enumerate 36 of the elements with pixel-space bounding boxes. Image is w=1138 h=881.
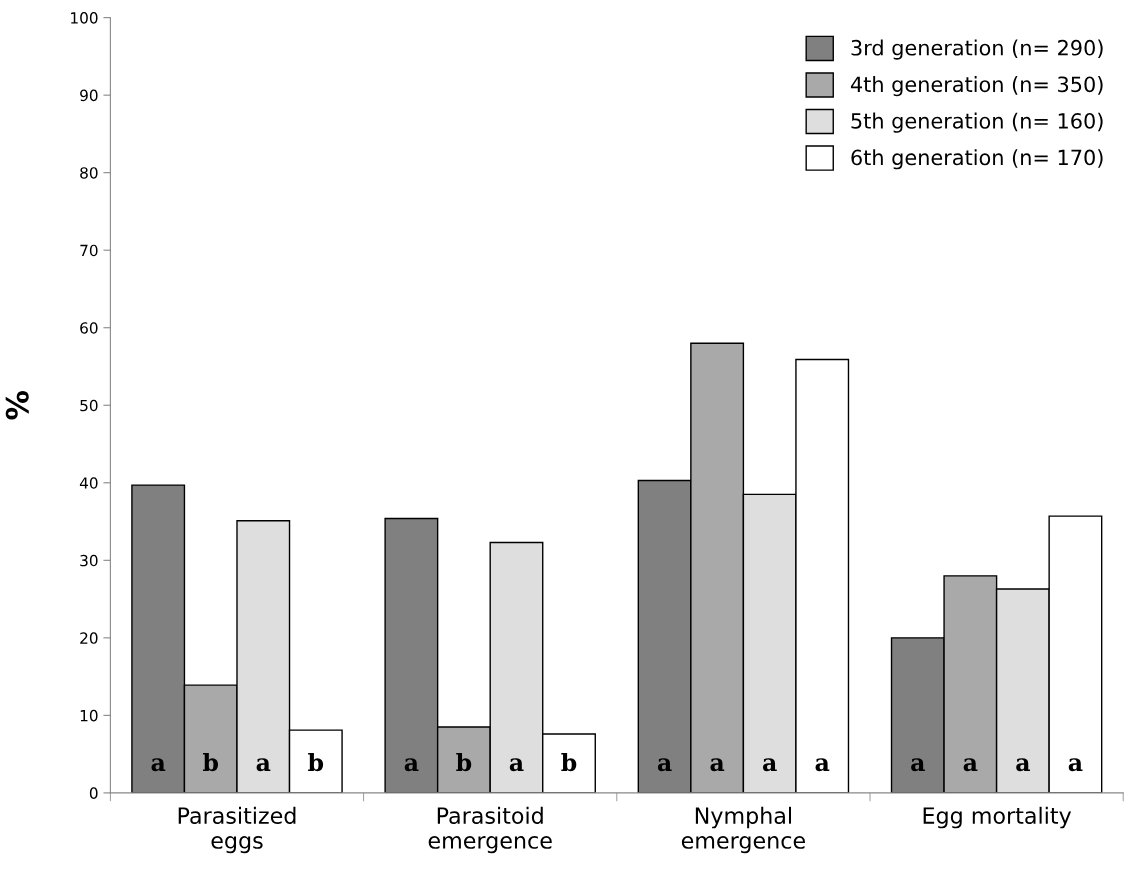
- data-label: b: [561, 752, 577, 772]
- data-label: a: [815, 758, 830, 772]
- y-tick-label: 100: [71, 12, 98, 24]
- y-tick-label: 30: [80, 554, 98, 567]
- data-label: b: [203, 752, 219, 772]
- x-tick-label: Parasitoid emergence: [428, 806, 552, 854]
- data-label: a: [963, 758, 978, 772]
- y-tick-label: 70: [80, 244, 98, 257]
- data-label: a: [710, 758, 725, 772]
- data-label: a: [762, 758, 777, 772]
- data-label: a: [509, 758, 524, 772]
- data-label: a: [657, 758, 672, 772]
- y-tick-label: 50: [80, 399, 98, 412]
- y-tick-label: 80: [80, 167, 98, 179]
- y-tick-label: 90: [80, 89, 98, 102]
- data-label: b: [308, 752, 324, 772]
- legend-label: 4th generation (n= 350): [850, 76, 1103, 97]
- data-label: b: [456, 752, 472, 772]
- data-label: a: [404, 758, 419, 772]
- legend-label: 5th generation (n= 160): [851, 112, 1103, 133]
- data-label: a: [911, 758, 925, 772]
- data-label: a: [151, 758, 166, 772]
- data-label: a: [256, 758, 271, 772]
- y-axis-title: %: [5, 390, 29, 420]
- y-tick-label: 40: [79, 477, 98, 489]
- y-tick-label: 20: [80, 632, 98, 644]
- y-tick-label: 10: [80, 709, 98, 722]
- y-tick-label: 60: [80, 322, 98, 334]
- x-tick-label: Nymphal emergence: [681, 806, 805, 854]
- x-tick-label: Egg mortality: [923, 806, 1072, 829]
- data-label: a: [1016, 758, 1030, 772]
- x-tick-label: Parasitized eggs: [178, 806, 296, 854]
- y-tick-label: 0: [89, 787, 98, 799]
- data-label: a: [1068, 758, 1083, 772]
- legend-label: 3rd generation (n= 290): [851, 39, 1103, 60]
- legend-label: 6th generation (n= 170): [851, 149, 1103, 170]
